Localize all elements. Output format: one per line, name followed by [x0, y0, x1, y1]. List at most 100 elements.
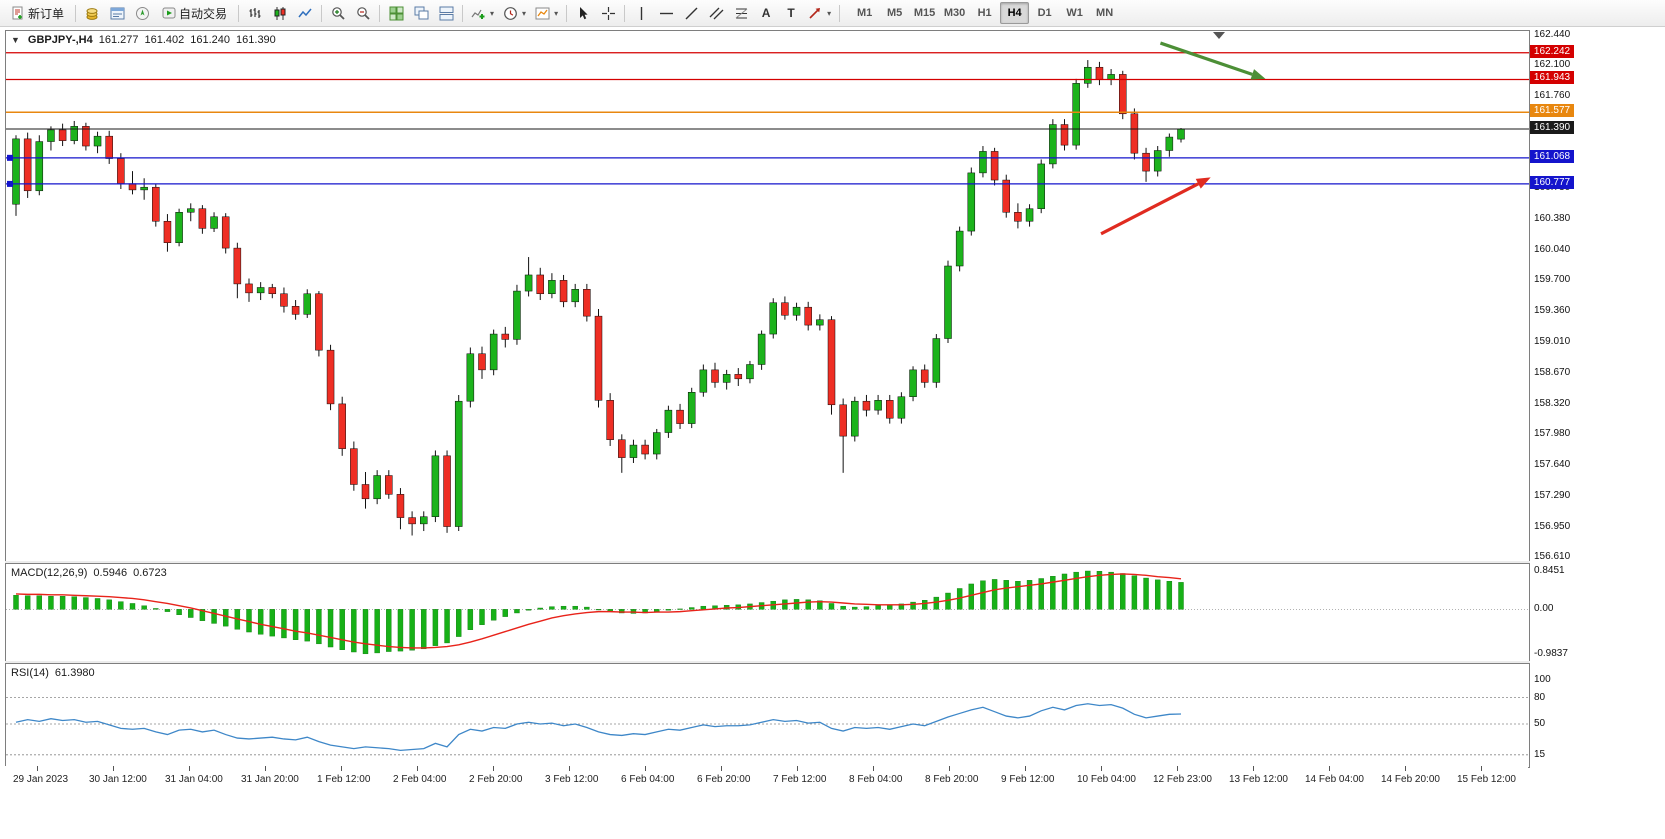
- time-axis-tick: [1405, 766, 1406, 771]
- templates-button[interactable]: ▾: [531, 2, 562, 24]
- chevron-down-icon: ▾: [522, 8, 527, 18]
- timeframe-button-D1[interactable]: D1: [1037, 7, 1052, 19]
- timeframe-button-M5[interactable]: M5: [886, 7, 903, 19]
- close-value: 161.390: [236, 34, 276, 46]
- cursor-tool-button[interactable]: [571, 2, 595, 24]
- time-axis-label: 31 Jan 20:00: [241, 774, 299, 785]
- time-axis-label: 14 Feb 04:00: [1305, 774, 1364, 785]
- time-axis-tick: [493, 766, 494, 771]
- one-click-trading-toggle[interactable]: ▼: [11, 35, 20, 45]
- timeframe-button-H1[interactable]: H1: [977, 7, 992, 19]
- timeframe-button-M30[interactable]: M30: [943, 7, 966, 19]
- time-axis[interactable]: 29 Jan 2023 30 Jan 12:00 31 Jan 04:00 31 Ja…: [5, 766, 1528, 790]
- chevron-down-icon: ▾: [827, 8, 832, 18]
- high-value: 161.402: [144, 34, 185, 46]
- cascade-windows-button[interactable]: [409, 2, 433, 24]
- templates-icon: [535, 7, 550, 19]
- price-line-label[interactable]: 161.577: [1530, 104, 1574, 118]
- trendline-tool-button[interactable]: [679, 2, 703, 24]
- time-axis-tick: [1177, 766, 1178, 771]
- autotrading-icon: [162, 7, 176, 19]
- price-axis-tick: 160.380: [1534, 213, 1571, 225]
- time-axis-tick: [1101, 766, 1102, 771]
- main-toolbar: 新订单 自动交易 ▾ ▾ ▾ A T ▾: [0, 0, 1665, 27]
- label-tool-icon: T: [787, 6, 795, 20]
- line-chart-button[interactable]: [293, 2, 317, 24]
- macd-main-value: 0.5946: [93, 567, 128, 579]
- price-line-label[interactable]: 160.777: [1530, 175, 1574, 189]
- tile-windows-button[interactable]: [384, 2, 408, 24]
- periods-clock-icon: [504, 6, 517, 20]
- time-axis-label: 29 Jan 2023: [13, 774, 69, 785]
- rsi-label: RSI(14) 61.3980: [11, 667, 95, 679]
- market-watch-button[interactable]: [80, 2, 104, 24]
- arrange-windows-button[interactable]: [434, 2, 458, 24]
- toolbar-separator: [462, 4, 464, 22]
- periods-button[interactable]: ▾: [499, 2, 530, 24]
- horizontal-line-tool-button[interactable]: [654, 2, 678, 24]
- toolbar-separator: [624, 4, 626, 22]
- time-axis-label: 10 Feb 04:00: [1077, 774, 1136, 785]
- timeframe-button-M15[interactable]: M15: [913, 7, 936, 19]
- zoom-in-button[interactable]: [326, 2, 350, 24]
- timeframe-button-W1[interactable]: W1: [1066, 7, 1083, 19]
- text-tool-icon: A: [761, 6, 771, 20]
- new-order-button[interactable]: 新订单: [4, 2, 71, 24]
- time-axis-tick: [189, 766, 190, 771]
- price-line-label[interactable]: 161.390: [1530, 121, 1574, 134]
- arrows-tool-button[interactable]: ▾: [804, 2, 835, 24]
- indicators-button[interactable]: ▾: [467, 2, 498, 24]
- data-window-button[interactable]: [105, 2, 129, 24]
- arrange-windows-icon: [439, 6, 454, 20]
- time-axis-tick: [797, 766, 798, 771]
- macd-canvas[interactable]: [6, 564, 1529, 661]
- label-tool-button[interactable]: T: [779, 2, 803, 24]
- channel-tool-button[interactable]: [704, 2, 728, 24]
- panel-splitter[interactable]: [5, 661, 1530, 663]
- navigator-button[interactable]: [130, 2, 154, 24]
- vertical-line-tool-button[interactable]: [629, 2, 653, 24]
- cascade-windows-icon: [414, 6, 429, 19]
- price-axis-tick: 156.950: [1534, 520, 1571, 532]
- price-axis-tick: 157.640: [1534, 458, 1571, 470]
- timeframe-button-M1[interactable]: M1: [856, 7, 873, 19]
- bar-chart-button[interactable]: [243, 2, 267, 24]
- vertical-line-icon: [640, 6, 642, 20]
- rsi-canvas[interactable]: [6, 664, 1529, 767]
- horizontal-line-icon: [659, 12, 673, 14]
- autotrading-button[interactable]: 自动交易: [155, 2, 234, 24]
- toolbar-separator: [566, 4, 568, 22]
- panel-splitter[interactable]: [5, 561, 1530, 563]
- candlestick-chart-button[interactable]: [268, 2, 292, 24]
- market-watch-icon: [86, 7, 98, 20]
- macd-panel: MACD(12,26,9) 0.5946 0.6723: [5, 563, 1530, 662]
- price-axis-tick: 158.670: [1534, 366, 1571, 378]
- zoom-out-button[interactable]: [351, 2, 375, 24]
- line-chart-icon: [297, 8, 312, 17]
- autotrading-label: 自动交易: [179, 6, 228, 21]
- fibonacci-tool-button[interactable]: [729, 2, 753, 24]
- trendline-icon: [685, 7, 698, 19]
- crosshair-tool-button[interactable]: [596, 2, 620, 24]
- timeframe-toolbar: M1 M5 M15 M30 H1 H4 D1 W1 MN: [850, 2, 1119, 24]
- rsi-panel: RSI(14) 61.3980: [5, 663, 1530, 768]
- time-axis-label: 7 Feb 12:00: [773, 774, 827, 785]
- rsi-axis-tick: 100: [1534, 674, 1551, 685]
- time-axis-label: 14 Feb 20:00: [1381, 774, 1440, 785]
- toolbar-separator: [321, 4, 323, 22]
- timeframe-button-H4[interactable]: H4: [1000, 2, 1030, 24]
- price-line-label[interactable]: 162.242: [1530, 44, 1574, 58]
- price-line-label[interactable]: 161.943: [1530, 71, 1574, 85]
- price-line-label[interactable]: 161.068: [1530, 149, 1574, 163]
- candlestick-canvas[interactable]: [6, 31, 1529, 561]
- time-axis-label: 8 Feb 20:00: [925, 774, 979, 785]
- time-axis-label: 12 Feb 23:00: [1153, 774, 1212, 785]
- timeframe-button-MN[interactable]: MN: [1096, 7, 1114, 19]
- text-tool-button[interactable]: A: [754, 2, 778, 24]
- time-axis-label: 6 Feb 20:00: [697, 774, 751, 785]
- time-axis-label: 9 Feb 12:00: [1001, 774, 1055, 785]
- rsi-axis-tick: 15: [1534, 748, 1546, 760]
- time-axis-tick: [113, 766, 114, 771]
- time-axis-tick: [1025, 766, 1026, 771]
